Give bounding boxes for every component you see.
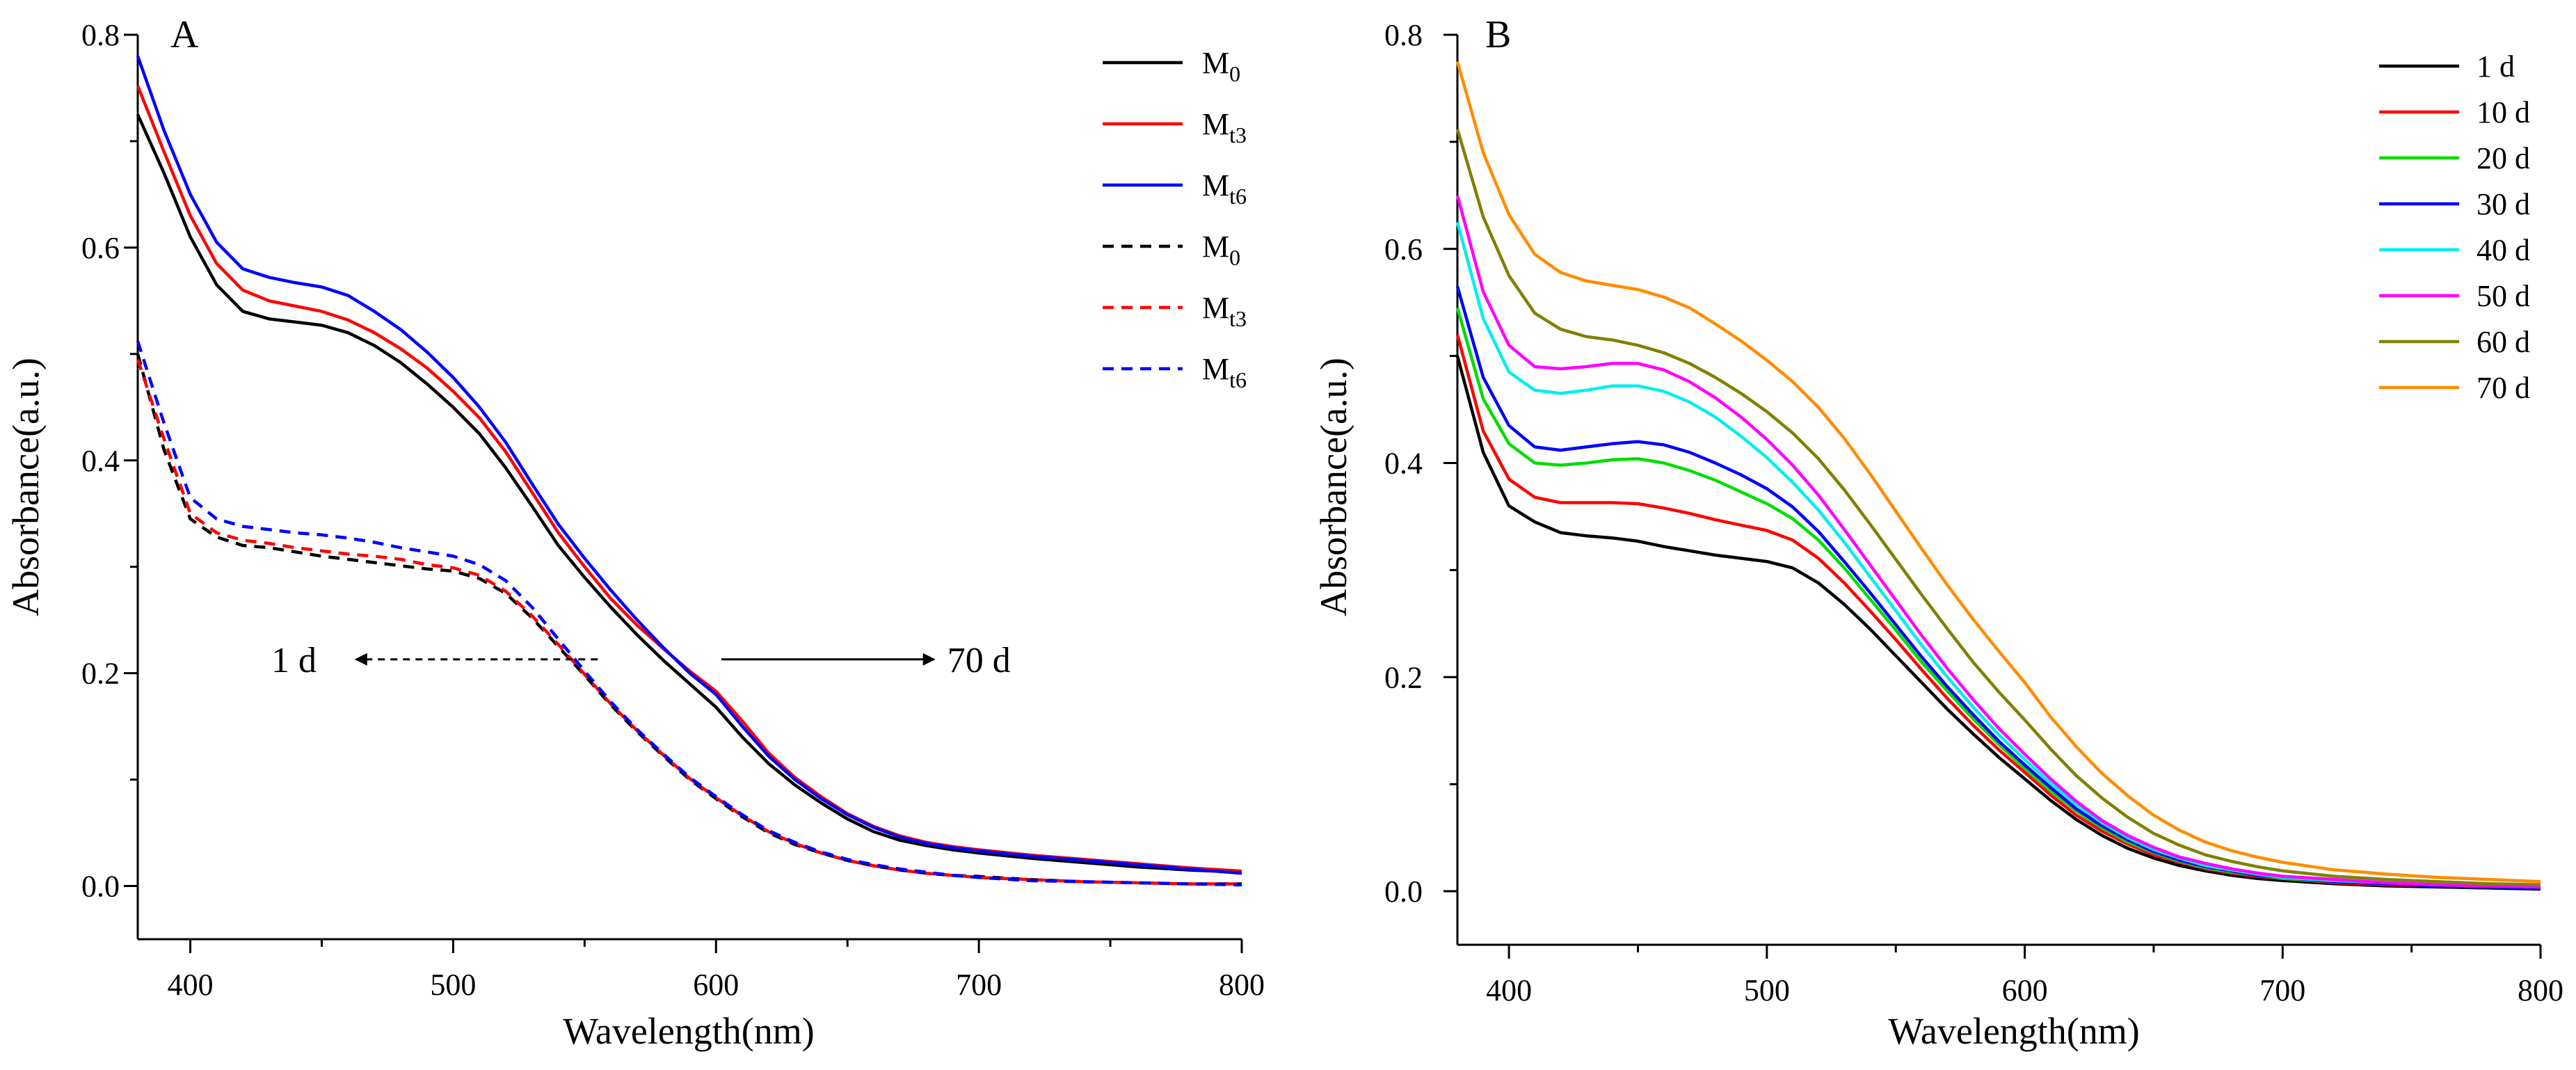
legend-label: 50 d <box>2477 279 2530 313</box>
legend-label: 40 d <box>2477 233 2530 267</box>
legend-label: 60 d <box>2477 325 2530 359</box>
x-tick-label: 800 <box>2518 973 2563 1007</box>
legend-label: 30 d <box>2477 187 2530 221</box>
legend-label: 1 d <box>2477 49 2515 83</box>
series-line-mt6 <box>136 55 1242 875</box>
x-tick-label: 800 <box>1219 968 1265 1002</box>
legend-label: 10 d <box>2477 95 2530 129</box>
panel-label: A <box>170 13 199 56</box>
y-tick-label: 0.6 <box>81 231 120 265</box>
x-tick-label: 400 <box>1486 973 1532 1007</box>
series-line-mt3 <box>136 85 1242 873</box>
panel-label: B <box>1485 13 1511 56</box>
legend-label: 70 d <box>2477 371 2530 405</box>
y-axis-label: Absorbance(a.u.) <box>5 358 47 616</box>
y-tick-label: 0.6 <box>1384 232 1423 266</box>
y-tick-label: 0.4 <box>1384 447 1423 481</box>
y-tick-label: 0.2 <box>1384 660 1423 694</box>
series-line-1d <box>1455 356 2541 891</box>
annotation-70d: 70 d <box>947 641 1011 680</box>
legend-label: M0 <box>1202 46 1240 86</box>
x-tick-label: 600 <box>2002 973 2048 1007</box>
y-tick-label: 0.8 <box>81 18 120 52</box>
annotation-1d: 1 d <box>271 641 317 680</box>
y-tick-label: 0.4 <box>81 444 120 478</box>
panel-a: 400 500 600 700 800 0.0 0.2 0.4 0.6 0.8 Wavelength… <box>5 13 1265 1052</box>
legend-label: Mt6 <box>1202 168 1247 209</box>
legend-label: Mt3 <box>1202 291 1247 331</box>
series-line-10d <box>1455 334 2541 890</box>
series-line-40d <box>1455 221 2541 889</box>
legend-label: M0 <box>1202 230 1240 270</box>
series-line-mt3-dashed <box>136 358 1242 886</box>
panel-b: 400 500 600 700 800 0.0 0.2 0.4 0.6 0.8 Wavelength… <box>1313 13 2563 1052</box>
legend-label: Mt6 <box>1202 352 1247 392</box>
series-line-m0-dashed <box>136 353 1242 886</box>
y-tick-label: 0.0 <box>81 870 120 904</box>
y-tick-label: 0.8 <box>1384 18 1423 52</box>
series-line-m0 <box>136 113 1242 874</box>
x-tick-label: 700 <box>2259 973 2305 1007</box>
series-line-30d <box>1455 285 2541 890</box>
series-line-60d <box>1455 128 2541 887</box>
y-tick-label: 0.2 <box>81 657 120 691</box>
x-axis-label: Wavelength(nm) <box>563 1010 815 1052</box>
x-tick-label: 600 <box>693 968 739 1002</box>
series-line-20d <box>1455 307 2541 890</box>
series-line-mt6-dashed <box>136 340 1242 887</box>
x-tick-label: 500 <box>430 968 476 1002</box>
x-axis-label: Wavelength(nm) <box>1888 1010 2140 1052</box>
series-line-70d <box>1455 61 2541 884</box>
y-axis-label: Absorbance(a.u.) <box>1313 358 1354 616</box>
x-tick-label: 500 <box>1744 973 1790 1007</box>
x-tick-label: 400 <box>168 968 214 1002</box>
x-tick-label: 700 <box>956 968 1002 1002</box>
legend: M0 Mt3 Mt6 M0 Mt3 Mt6 <box>1103 46 1247 392</box>
legend-label: 20 d <box>2477 141 2530 175</box>
y-tick-label: 0.0 <box>1384 875 1423 909</box>
legend: 1 d 10 d 20 d 30 d 40 d 50 d 60 d 70 d <box>2379 49 2530 405</box>
legend-label: Mt3 <box>1202 107 1247 147</box>
series-line-50d <box>1455 195 2541 889</box>
